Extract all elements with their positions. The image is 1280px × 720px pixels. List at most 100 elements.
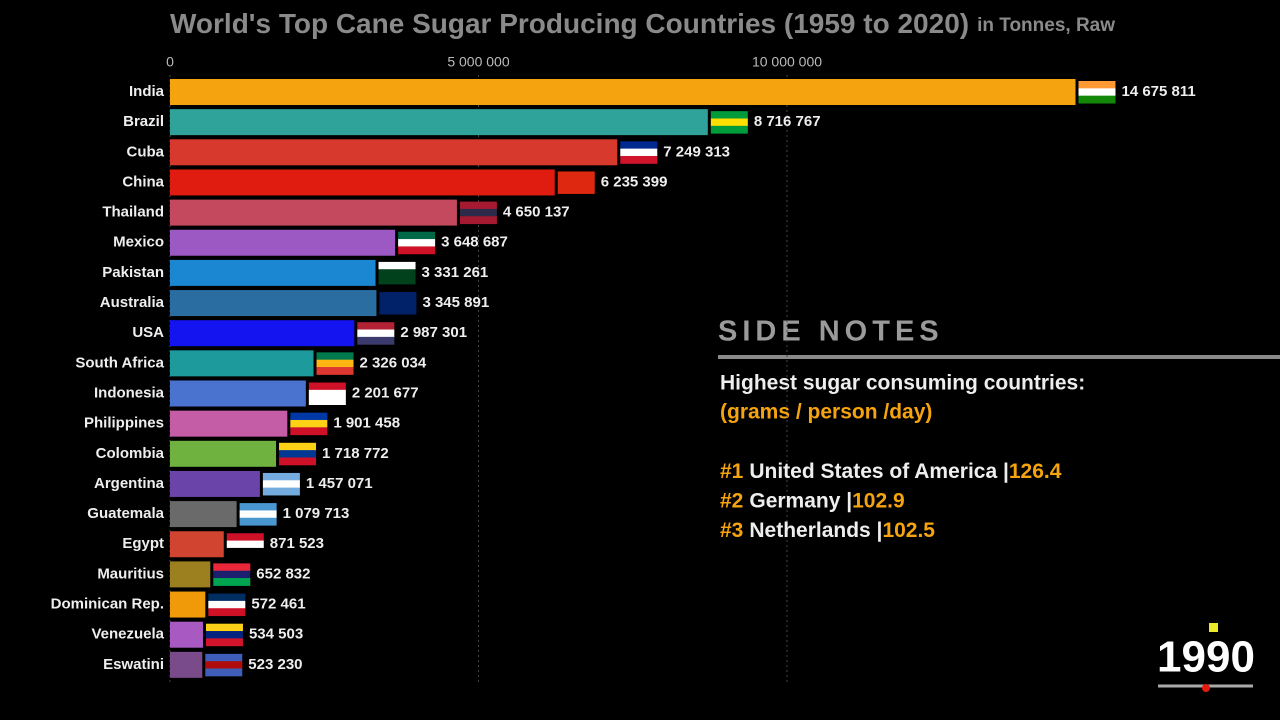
flag [378,269,416,278]
flag [205,668,243,677]
category-label: Argentina [94,475,165,492]
flag [226,547,264,556]
year-label: 1990 [1157,633,1255,682]
flag [279,450,317,458]
side-notes-line: Highest sugar consuming countries: [720,372,1085,395]
bar [170,410,288,437]
flag [239,503,277,511]
flag [205,631,243,639]
value-label: 1 457 071 [306,475,373,492]
bar [170,531,224,558]
flag [379,292,417,300]
bar [170,440,277,467]
side-notes-heading: SIDE NOTES [718,316,944,348]
category-label: Guatemala [87,505,164,522]
bar [170,561,211,588]
flag [279,457,317,466]
flag [308,389,346,398]
title-group: World's Top Cane Sugar Producing Countri… [170,8,1115,39]
flag [205,638,243,647]
flag [620,148,658,157]
flag [290,427,328,436]
flag [557,171,595,180]
flag [279,442,317,451]
flag [1078,88,1116,97]
flag [290,412,328,421]
bar [170,259,376,286]
category-label: Brazil [123,113,164,130]
bar [170,320,355,347]
value-label: 534 503 [249,626,303,643]
flag [710,118,748,127]
flag [205,653,243,662]
rank-rank: #1 [720,460,744,483]
rank-value: 102.5 [882,519,935,542]
value-label: 1 901 458 [333,415,400,432]
value-label: 3 345 891 [422,294,489,311]
bar [170,229,396,256]
value-label: 2 326 034 [360,354,427,371]
x-tick-label: 10 000 000 [752,54,822,70]
rank-country: United States of America | [749,460,1009,483]
flag [239,517,277,526]
rank-line: #2 Germany |102.9 [720,489,905,512]
flag [226,533,264,542]
category-label: Eswatini [103,656,164,673]
value-label: 1 079 713 [283,505,350,522]
rank-value: 102.9 [852,489,905,512]
flag [557,186,595,194]
value-label: 4 650 137 [503,204,570,221]
flag [262,480,300,489]
timeline-marker [1202,684,1210,692]
flag [459,216,497,225]
category-label: Mexico [113,234,164,251]
flag [262,472,300,481]
bar [170,79,1076,105]
rank-line: #1 United States of America |126.4 [720,460,1062,483]
flag [459,208,497,217]
x-tick-label: 0 [166,54,174,70]
flag [262,487,300,496]
flag [620,155,658,164]
bar [170,380,306,407]
flag [208,593,246,602]
rank-value: 126.4 [1009,460,1062,483]
category-label: Venezuela [91,626,164,643]
rank-rank: #3 [720,519,743,542]
category-label: Mauritius [97,565,164,582]
flag [208,608,246,617]
flag [379,299,417,308]
value-label: 7 249 313 [663,143,730,160]
flag [398,239,436,247]
flag [208,600,246,609]
category-label: USA [132,324,164,341]
x-tick-label: 5 000 000 [447,54,509,70]
category-label: Thailand [102,204,164,221]
flag [213,570,251,579]
flag [1078,95,1116,104]
category-label: Egypt [122,535,164,552]
category-label: Dominican Rep. [51,596,164,613]
category-label: Cuba [127,143,165,160]
flag [226,540,264,549]
flag [398,231,436,240]
flag [459,201,497,210]
bar [170,621,203,648]
flag [357,329,395,338]
bar [170,651,203,678]
category-label: Colombia [96,445,165,462]
value-label: 6 235 399 [601,173,668,190]
flag [205,661,243,670]
value-label: 14 675 811 [1121,83,1195,100]
flag [357,322,395,331]
value-label: 2 201 677 [352,384,419,401]
value-label: 3 648 687 [441,234,508,251]
chart-title: World's Top Cane Sugar Producing Countri… [170,8,969,39]
value-label: 8 716 767 [754,113,821,130]
flag [557,178,595,187]
flag [398,246,436,255]
flag [239,510,277,519]
value-label: 3 331 261 [422,264,489,281]
value-label: 871 523 [270,535,324,552]
